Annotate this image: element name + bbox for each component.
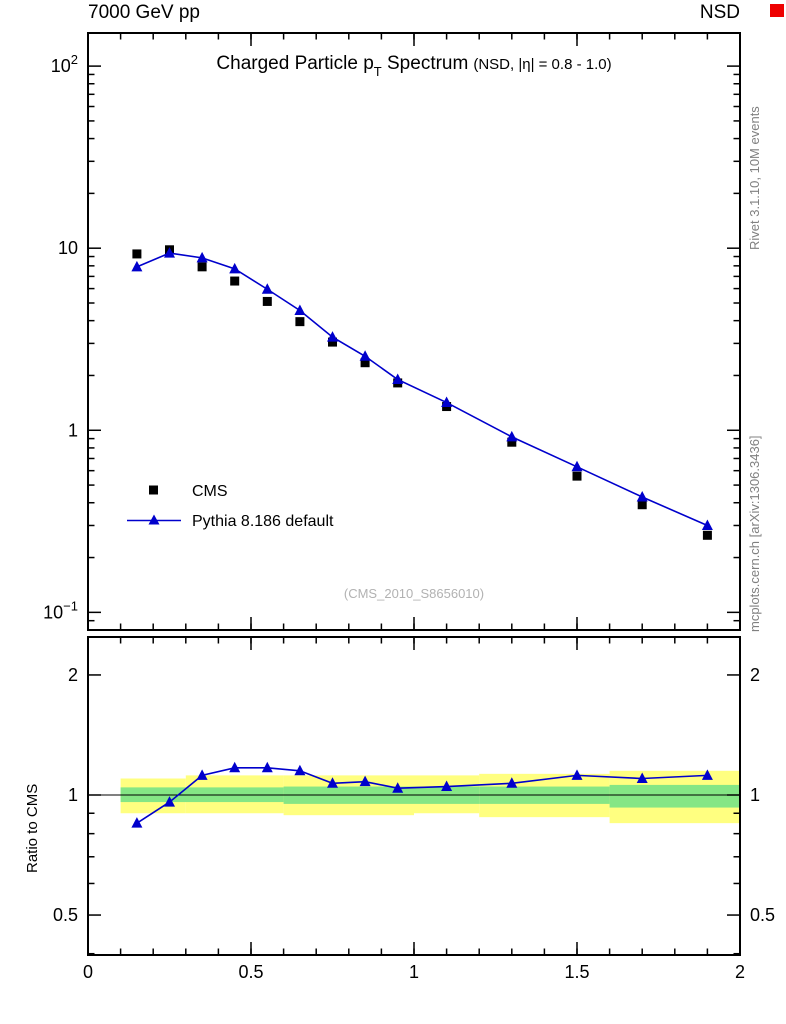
- svg-text:0.5: 0.5: [750, 905, 775, 925]
- beam-energy-label: 7000 GeV pp: [88, 2, 200, 23]
- corner-red-tag: [770, 4, 784, 17]
- figure-header: 7000 GeV pp NSD: [88, 2, 740, 24]
- legend-item-cms: CMS: [125, 477, 333, 507]
- mcplots-citation-note: mcplots.cern.ch [arXiv:1306.3436]: [747, 435, 762, 632]
- title-condition: (NSD, |η| = 0.8 - 1.0): [473, 56, 612, 73]
- legend-label-pythia: Pythia 8.186 default: [192, 513, 334, 530]
- svg-text:0.5: 0.5: [238, 962, 263, 982]
- ratio-axis-title: Ratio to CMS: [24, 783, 41, 873]
- title-rest: Spectrum: [381, 53, 469, 74]
- legend-item-pythia: Pythia 8.186 default: [125, 507, 333, 537]
- svg-text:0.5: 0.5: [53, 905, 78, 925]
- x-axis-ticks: [87, 33, 741, 955]
- plot-title: Charged Particle pT Spectrum (NSD, |η| = …: [88, 53, 740, 79]
- legend: CMS Pythia 8.186 default: [125, 477, 333, 537]
- uncertainty-bands: [88, 770, 740, 824]
- ratio-y-axis-labels: 2 2 1 1 0.5 0.5: [53, 665, 775, 925]
- svg-text:2: 2: [68, 665, 78, 685]
- svg-text:0: 0: [83, 962, 93, 982]
- svg-text:10−1: 10−1: [43, 598, 78, 622]
- svg-text:1: 1: [68, 785, 78, 805]
- legend-label-cms: CMS: [192, 483, 228, 500]
- pythia-curve: [131, 247, 713, 530]
- svg-text:2: 2: [735, 962, 745, 982]
- title-subscript: T: [373, 64, 382, 79]
- svg-text:1: 1: [68, 420, 78, 440]
- y-axis-ticks: [88, 65, 740, 622]
- main-panel-frame: [87, 32, 741, 631]
- svg-text:2: 2: [750, 665, 760, 685]
- event-class-label: NSD: [699, 2, 740, 23]
- main-y-axis-labels: 102 10 1 10−1: [43, 52, 78, 622]
- svg-text:1: 1: [409, 962, 419, 982]
- ratio-curve: [131, 761, 713, 828]
- svg-text:1.5: 1.5: [564, 962, 589, 982]
- y-axis-ticks: [88, 674, 740, 955]
- svg-text:10: 10: [58, 238, 78, 258]
- svg-text:1: 1: [750, 785, 760, 805]
- pythia-marker-icon: [125, 513, 183, 532]
- title-main: Charged Particle p: [216, 53, 374, 74]
- svg-text:102: 102: [51, 52, 78, 76]
- analysis-id-watermark: (CMS_2010_S8656010): [343, 586, 485, 601]
- x-axis-labels: 0 0.5 1 1.5 2: [83, 962, 745, 982]
- rivet-version-note: Rivet 3.1.10, 10M events: [747, 106, 762, 250]
- cms-marker-icon: [125, 483, 183, 502]
